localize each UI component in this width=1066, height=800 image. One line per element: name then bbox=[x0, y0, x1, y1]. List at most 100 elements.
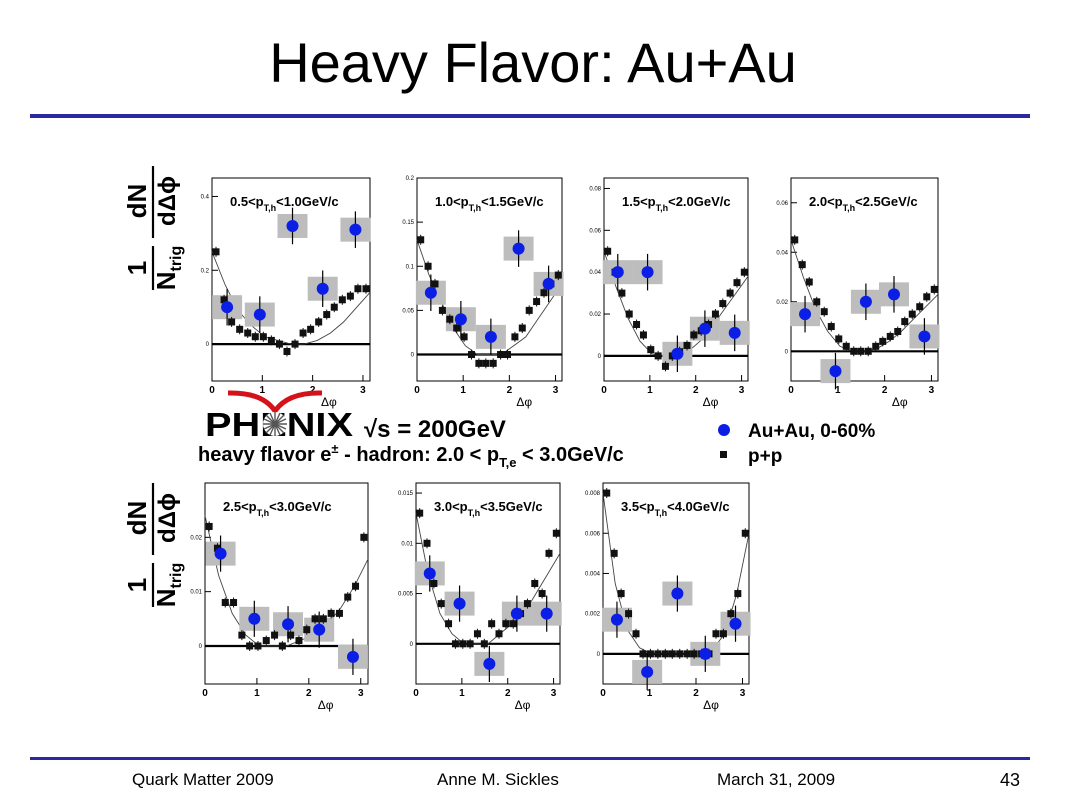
pp-point bbox=[908, 310, 916, 318]
pp-point bbox=[246, 642, 254, 650]
pp-point bbox=[291, 340, 299, 348]
auau-point bbox=[510, 607, 523, 620]
pp-point bbox=[518, 324, 526, 332]
pp-point bbox=[639, 650, 647, 658]
panel-label: 2.0<pT,h<2.5GeV/c bbox=[809, 194, 918, 213]
pp-point bbox=[338, 296, 346, 304]
panel-2: 0 0.05 0.1 0.15 0.2 0 1 2 3 Δφ 1.0<pT,h<1.5GeV/c bbox=[402, 176, 564, 409]
y-tick-label: 0.005 bbox=[398, 592, 414, 598]
pp-point bbox=[639, 331, 647, 339]
pp-point bbox=[303, 626, 311, 634]
y-tick-label: 0.006 bbox=[585, 531, 601, 537]
pp-point bbox=[850, 347, 858, 355]
pp-point bbox=[315, 318, 323, 326]
panel-label: 3.5<pT,h<4.0GeV/c bbox=[621, 499, 730, 518]
footer-author: Anne M. Sickles bbox=[437, 770, 559, 789]
pp-point bbox=[690, 331, 698, 339]
pp-point bbox=[633, 320, 641, 328]
pp-point bbox=[610, 549, 618, 557]
pp-point bbox=[916, 303, 924, 311]
y-tick-label: 0 bbox=[598, 354, 602, 360]
pp-point bbox=[533, 298, 541, 306]
pp-point bbox=[489, 359, 497, 367]
chart-legend: Au+Au, 0-60% p+p bbox=[718, 421, 875, 467]
page-number: 43 bbox=[1000, 770, 1021, 790]
pp-point bbox=[719, 630, 727, 638]
x-tick-label: 3 bbox=[739, 385, 745, 396]
y-tick-label: 0.4 bbox=[201, 194, 210, 200]
pp-point bbox=[416, 509, 424, 517]
y-tick-label: 0.05 bbox=[402, 308, 414, 314]
pp-point bbox=[531, 580, 539, 587]
panel-7: 0 0.002 0.004 0.006 0.008 0 1 2 3 Δφ 3.5<pT,h<4.0G… bbox=[585, 482, 751, 712]
pp-point bbox=[504, 351, 512, 359]
x-tick-label: 0 bbox=[788, 385, 794, 396]
pp-point bbox=[683, 650, 691, 658]
pp-point bbox=[668, 650, 676, 658]
x-tick-label: 1 bbox=[260, 385, 266, 396]
auau-point bbox=[829, 365, 842, 378]
x-tick-label: 3 bbox=[553, 385, 559, 396]
y-tick-label: 0.02 bbox=[589, 312, 601, 318]
auau-point bbox=[698, 322, 711, 335]
pp-point bbox=[740, 268, 748, 276]
y-tick-label: 0.2 bbox=[201, 268, 210, 274]
x-tick-label: 2 bbox=[507, 385, 513, 396]
pp-point bbox=[311, 615, 319, 623]
x-tick-label: 2 bbox=[693, 688, 699, 699]
pp-point bbox=[930, 285, 938, 293]
pp-point bbox=[646, 650, 654, 658]
pp-fit-curve bbox=[415, 513, 561, 645]
pp-point bbox=[497, 351, 505, 359]
y-tick-label: 0 bbox=[597, 652, 601, 658]
pp-point bbox=[295, 637, 303, 645]
y-tick-label: 0.08 bbox=[589, 186, 601, 192]
pp-point bbox=[502, 620, 510, 628]
y-tick-label: 0.2 bbox=[406, 176, 415, 182]
x-tick-label: 0 bbox=[413, 688, 419, 699]
y-tick-label: 0.04 bbox=[589, 270, 601, 276]
pp-point bbox=[446, 315, 454, 323]
pp-point bbox=[726, 289, 734, 297]
auau-point bbox=[349, 223, 362, 236]
pp-point bbox=[835, 335, 843, 343]
panel-4: 0 0.02 0.04 0.06 0 1 2 3 Δφ 2.0<pT,h<2.5GeV/c bbox=[776, 177, 940, 409]
x-tick-label: 3 bbox=[358, 688, 364, 699]
pp-point bbox=[676, 650, 684, 658]
pp-point bbox=[511, 333, 519, 341]
y-tick-label: 0.015 bbox=[398, 491, 414, 497]
svg-text:1: 1 bbox=[122, 261, 152, 275]
pp-point bbox=[509, 620, 517, 628]
x-tick-label: 2 bbox=[882, 385, 888, 396]
svg-text:dΔϕ: dΔϕ bbox=[154, 493, 181, 543]
auau-point bbox=[454, 313, 467, 326]
pp-point bbox=[362, 285, 370, 293]
pp-point bbox=[417, 236, 425, 244]
y-tick-label: 0.04 bbox=[776, 250, 788, 256]
pp-point bbox=[259, 333, 267, 341]
x-tick-label: 1 bbox=[647, 385, 653, 396]
pp-point bbox=[886, 332, 894, 340]
auau-point bbox=[641, 266, 654, 279]
svg-text:dΔϕ: dΔϕ bbox=[154, 176, 181, 226]
svg-text:dN: dN bbox=[122, 501, 152, 536]
svg-text:Ntrig: Ntrig bbox=[151, 246, 185, 291]
pp-point bbox=[791, 236, 799, 244]
phenix-logo-arc bbox=[227, 390, 323, 416]
y-tick-label: 0 bbox=[410, 642, 414, 648]
svg-text:1: 1 bbox=[122, 578, 152, 592]
panel-label: 1.0<pT,h<1.5GeV/c bbox=[435, 194, 544, 213]
panel-1: 0 0.2 0.4 0 1 2 3 Δφ 0.5<pT,h<1.0GeV/c bbox=[201, 177, 371, 409]
pp-point bbox=[459, 640, 467, 648]
auau-point bbox=[887, 288, 900, 301]
pp-point bbox=[205, 522, 213, 530]
x-axis-label: Δφ bbox=[516, 395, 532, 409]
panel-label: 0.5<pT,h<1.0GeV/c bbox=[230, 194, 339, 213]
pp-point bbox=[330, 303, 338, 311]
pp-point bbox=[423, 539, 431, 547]
pp-point bbox=[632, 630, 640, 638]
pp-point bbox=[319, 615, 327, 623]
x-tick-label: 0 bbox=[414, 385, 420, 396]
pp-point bbox=[618, 289, 626, 297]
